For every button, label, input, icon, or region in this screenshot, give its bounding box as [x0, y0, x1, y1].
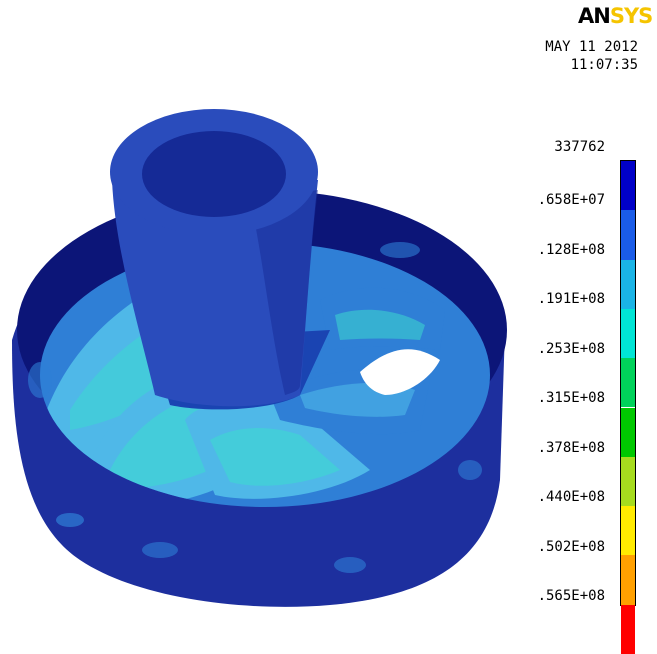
shroud-patch [334, 557, 366, 573]
legend-swatch [621, 308, 635, 359]
legend-swatch [621, 456, 635, 507]
time-stamp: 11:07:35 [570, 57, 638, 73]
shroud-patch [458, 460, 482, 480]
date-stamp: MAY 11 2012 [545, 39, 638, 55]
legend-swatch [621, 358, 635, 408]
legend-label: 337762 [554, 139, 605, 155]
blade-front-shade [210, 428, 340, 486]
legend-swatch [621, 259, 635, 309]
shroud-patch [56, 513, 84, 527]
legend-swatch [621, 161, 635, 211]
contour-legend-bar [620, 160, 636, 654]
legend-swatch [621, 407, 635, 457]
legend-label: .440E+08 [537, 489, 605, 505]
legend-label: .191E+08 [537, 291, 605, 307]
hub-bore [142, 131, 286, 217]
legend-label: .128E+08 [537, 241, 605, 258]
logo-text-2: SYS [609, 4, 653, 28]
shroud-patch [142, 542, 178, 558]
legend-swatch [621, 555, 635, 605]
legend-swatch [621, 604, 635, 654]
logo-text-1: AN [578, 4, 611, 28]
legend-label: .658E+07 [537, 192, 605, 208]
legend-label: .315E+08 [537, 390, 605, 406]
legend-label: .565E+08 [537, 588, 605, 604]
hub-cylinder-shade [250, 190, 318, 395]
blade-back-right-shade [335, 309, 425, 340]
legend-swatch [621, 210, 635, 260]
shroud-patch [28, 362, 52, 398]
legend-label: .378E+08 [537, 439, 605, 456]
impeller-contour-plot [12, 109, 507, 607]
hub-opening [360, 349, 440, 395]
legend-label: .502E+08 [537, 538, 605, 555]
ansys-logo: ANSYS [578, 4, 653, 28]
legend-label: .253E+08 [537, 340, 605, 357]
legend-swatch [621, 506, 635, 556]
shroud-patch [380, 242, 420, 258]
